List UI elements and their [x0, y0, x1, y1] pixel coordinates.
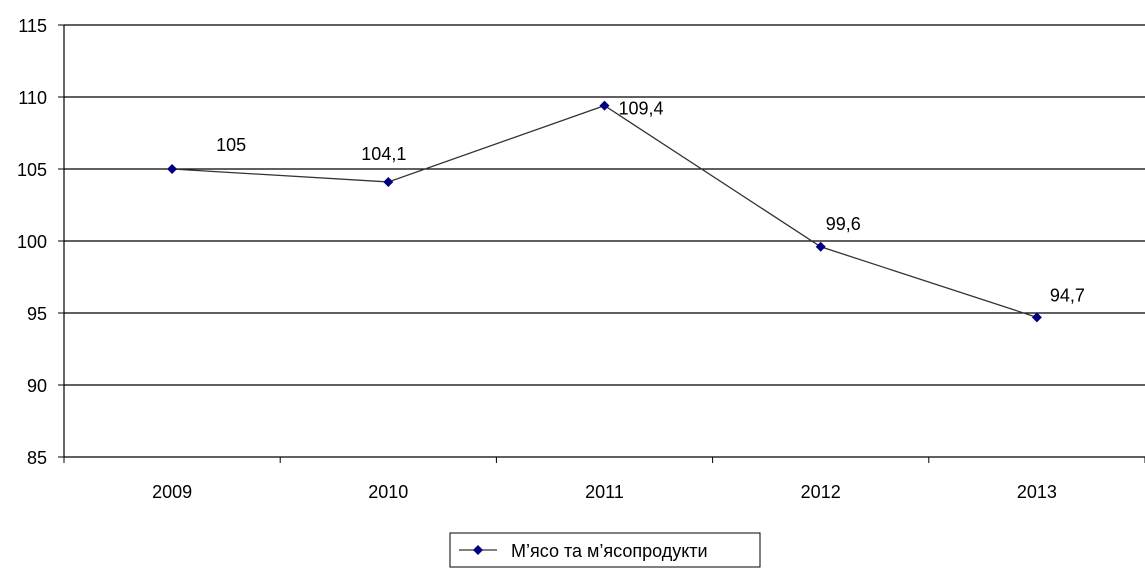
- legend-marker-icon: [473, 545, 483, 555]
- data-point-marker: [167, 164, 178, 174]
- gridlines: [64, 24, 1145, 386]
- data-point-marker: [383, 176, 394, 187]
- data-labels: 105 104,1 109,4 99,6 94,7: [216, 99, 1085, 306]
- data-label: 109,4: [619, 99, 664, 119]
- series: [167, 100, 1042, 323]
- axes: [58, 24, 1145, 463]
- y-tick-labels: 85 90 95 100 105 110 115: [17, 16, 47, 468]
- data-point-marker: [815, 241, 826, 252]
- y-tick-label: 110: [18, 88, 47, 108]
- x-tick-label: 2012: [801, 482, 841, 502]
- y-tick-label: 90: [27, 376, 47, 396]
- y-tick-label: 85: [27, 448, 47, 468]
- y-tick-label: 105: [17, 160, 47, 180]
- x-tick-label: 2010: [368, 482, 408, 502]
- legend-label: М’ясо та м’ясопродукти: [511, 541, 708, 561]
- series-line: [172, 104, 1038, 318]
- legend-box: [449, 532, 761, 568]
- data-label: 94,7: [1050, 285, 1085, 305]
- x-tick-label: 2011: [585, 482, 624, 502]
- data-label: 104,1: [361, 144, 406, 164]
- data-label: 99,6: [826, 214, 861, 234]
- y-tick-label: 95: [27, 304, 47, 324]
- y-tick-label: 115: [18, 16, 47, 36]
- x-tick-labels: 2009 2010 2011 2012 2013: [152, 482, 1057, 502]
- y-tick-label: 100: [17, 232, 47, 252]
- data-point-marker: [599, 100, 610, 111]
- x-tick-label: 2013: [1017, 482, 1057, 502]
- legend: М’ясо та м’ясопродукти: [449, 532, 761, 568]
- data-point-marker: [1031, 312, 1042, 323]
- x-tick-label: 2009: [152, 482, 192, 502]
- data-label: 105: [216, 135, 246, 155]
